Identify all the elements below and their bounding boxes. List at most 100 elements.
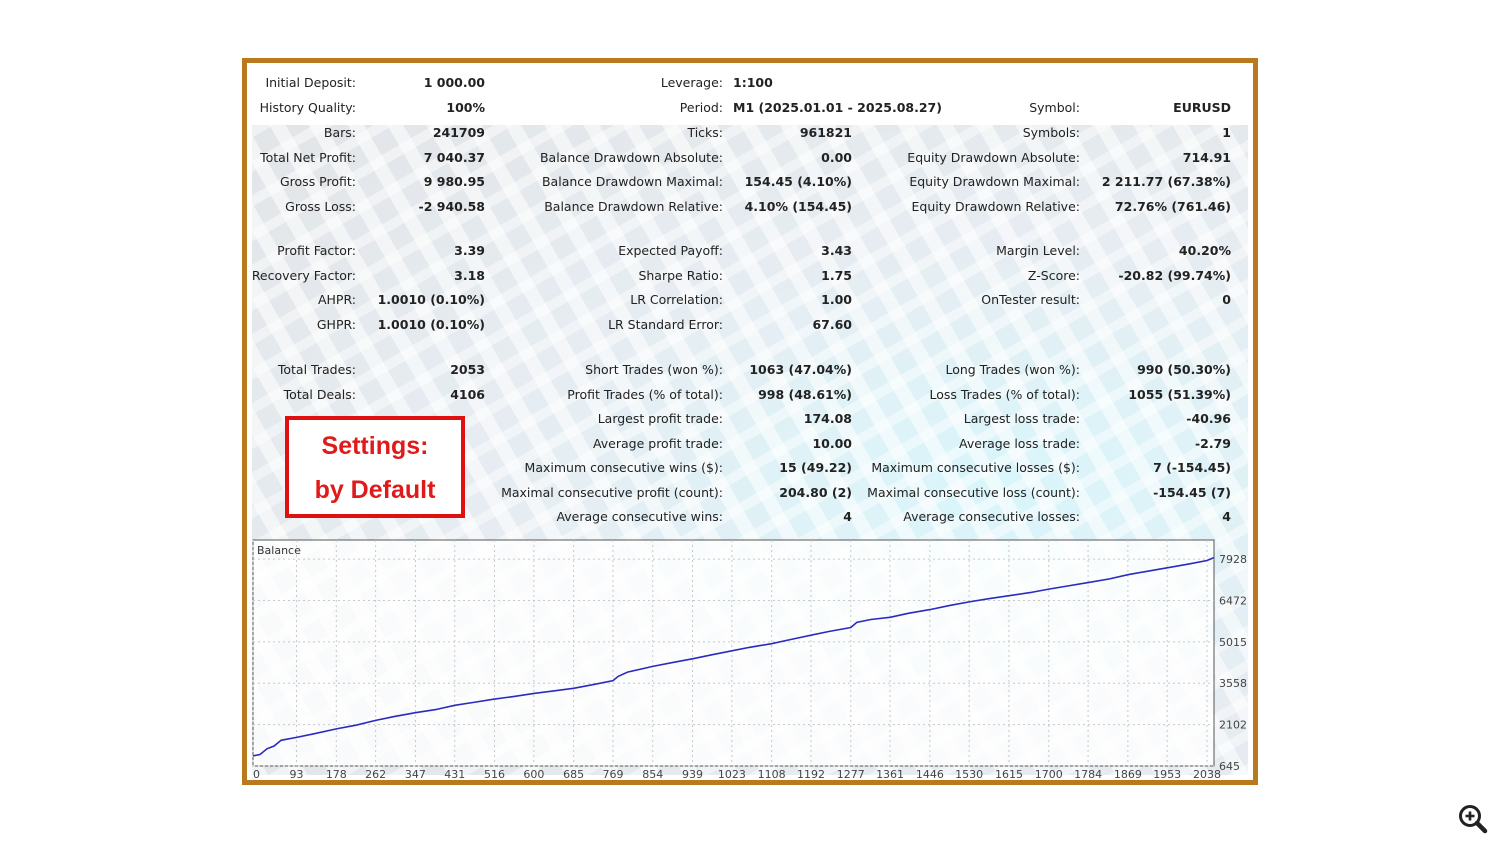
symbol-label: Symbol: bbox=[1029, 100, 1080, 115]
chart-x-tick-label: 178 bbox=[326, 768, 347, 778]
stat-label: Total Net Profit: bbox=[260, 150, 356, 165]
header-label: History Quality: bbox=[259, 100, 356, 115]
stat-value: 998 (48.61%) bbox=[758, 387, 852, 402]
chart-y-tick-label: 645 bbox=[1219, 760, 1240, 773]
stat-label: Ticks: bbox=[687, 125, 723, 140]
stat-label: Total Deals: bbox=[283, 387, 356, 402]
stat-label: Total Trades: bbox=[277, 362, 356, 377]
chart-x-tick-label: 854 bbox=[642, 768, 663, 778]
stat-value: 4 bbox=[1222, 509, 1231, 524]
chart-x-tick-label: 431 bbox=[444, 768, 465, 778]
settings-note-box: Settings: by Default bbox=[285, 416, 465, 518]
stat-value: 1.75 bbox=[821, 268, 852, 283]
chart-x-tick-label: 2038 bbox=[1193, 768, 1221, 778]
header-label: Initial Deposit: bbox=[265, 75, 356, 90]
stat-value: 3.39 bbox=[454, 243, 485, 258]
stat-value: 1.0010 (0.10%) bbox=[377, 317, 485, 332]
chart-x-tick-label: 347 bbox=[405, 768, 426, 778]
stat-label: Average profit trade: bbox=[592, 436, 723, 451]
stat-value: 714.91 bbox=[1182, 150, 1231, 165]
chart-y-tick-label: 6472 bbox=[1219, 594, 1247, 607]
chart-x-tick-label: 0 bbox=[253, 768, 260, 778]
chart-x-tick-label: 1615 bbox=[995, 768, 1023, 778]
chart-x-tick-label: 262 bbox=[365, 768, 386, 778]
stat-label: GHPR: bbox=[316, 317, 356, 332]
stat-value: 7 040.37 bbox=[423, 150, 485, 165]
chart-x-tick-label: 1530 bbox=[955, 768, 983, 778]
stat-label: Sharpe Ratio: bbox=[638, 268, 723, 283]
stat-value: 174.08 bbox=[803, 411, 852, 426]
stat-value: 204.80 (2) bbox=[779, 485, 852, 500]
stat-label: Maximum consecutive wins ($): bbox=[524, 460, 723, 475]
header-value: 100% bbox=[446, 100, 485, 115]
stat-label: Average consecutive losses: bbox=[903, 509, 1080, 524]
stat-label: LR Correlation: bbox=[630, 292, 723, 307]
stat-value: 2053 bbox=[450, 362, 485, 377]
zoom-in-icon[interactable] bbox=[1456, 802, 1490, 836]
stat-label: Equity Drawdown Absolute: bbox=[907, 150, 1080, 165]
stat-label: Gross Profit: bbox=[279, 174, 356, 189]
stat-value: -40.96 bbox=[1186, 411, 1231, 426]
stat-value: 1.0010 (0.10%) bbox=[377, 292, 485, 307]
stat-label: Average loss trade: bbox=[959, 436, 1080, 451]
stat-value: 4.10% (154.45) bbox=[744, 199, 852, 214]
stat-label: Maximal consecutive profit (count): bbox=[501, 485, 723, 500]
stat-value: 961821 bbox=[799, 125, 852, 140]
stat-value: -154.45 (7) bbox=[1153, 485, 1231, 500]
stat-label: OnTester result: bbox=[981, 292, 1080, 307]
stat-label: Maximal consecutive loss (count): bbox=[867, 485, 1080, 500]
stat-value: 4 bbox=[843, 509, 852, 524]
chart-title: Balance bbox=[257, 544, 301, 557]
stat-value: 10.00 bbox=[812, 436, 852, 451]
chart-x-tick-label: 1277 bbox=[837, 768, 865, 778]
stat-label: Maximum consecutive losses ($): bbox=[871, 460, 1080, 475]
stat-value: 67.60 bbox=[812, 317, 852, 332]
stat-label: Symbols: bbox=[1022, 125, 1080, 140]
chart-x-tick-label: 769 bbox=[602, 768, 623, 778]
chart-x-tick-label: 516 bbox=[484, 768, 505, 778]
stat-value: 1055 (51.39%) bbox=[1128, 387, 1231, 402]
stat-label: Profit Factor: bbox=[277, 243, 356, 258]
chart-x-tick-label: 600 bbox=[523, 768, 544, 778]
stat-label: Recovery Factor: bbox=[251, 268, 356, 283]
chart-x-tick-label: 1784 bbox=[1074, 768, 1102, 778]
stat-label: Expected Payoff: bbox=[618, 243, 723, 258]
chart-x-tick-label: 1700 bbox=[1035, 768, 1063, 778]
stat-label: Balance Drawdown Maximal: bbox=[541, 174, 723, 189]
chart-x-tick-label: 1361 bbox=[876, 768, 904, 778]
stat-value: 4106 bbox=[450, 387, 485, 402]
symbol-value: EURUSD bbox=[1173, 100, 1231, 115]
stat-label: Balance Drawdown Absolute: bbox=[539, 150, 723, 165]
leverage-value: 1:100 bbox=[733, 75, 773, 90]
stat-value: 3.43 bbox=[821, 243, 852, 258]
chart-y-tick-label: 2102 bbox=[1219, 719, 1247, 732]
stat-value: -20.82 (99.74%) bbox=[1118, 268, 1231, 283]
stat-value: 1.00 bbox=[821, 292, 852, 307]
stat-label: AHPR: bbox=[317, 292, 356, 307]
chart-x-tick-label: 1108 bbox=[758, 768, 786, 778]
chart-y-tick-label: 7928 bbox=[1219, 553, 1247, 566]
stat-value: 241709 bbox=[432, 125, 485, 140]
stat-label: Z-Score: bbox=[1027, 268, 1080, 283]
balance-series-line bbox=[252, 556, 1215, 757]
chart-y-tick-label: 3558 bbox=[1219, 677, 1247, 690]
chart-x-tick-label: 1023 bbox=[718, 768, 746, 778]
chart-plot-area bbox=[252, 539, 1215, 767]
leverage-label: Leverage: bbox=[660, 75, 723, 90]
stat-value: 1063 (47.04%) bbox=[749, 362, 852, 377]
chart-x-tick-label: 1192 bbox=[797, 768, 825, 778]
stat-value: 154.45 (4.10%) bbox=[744, 174, 852, 189]
stat-label: Long Trades (won %): bbox=[945, 362, 1080, 377]
chart-x-tick-label: 1446 bbox=[916, 768, 944, 778]
chart-x-tick-label: 93 bbox=[290, 768, 304, 778]
chart-x-tick-label: 685 bbox=[563, 768, 584, 778]
stat-value: 1 bbox=[1222, 125, 1231, 140]
stat-label: Largest profit trade: bbox=[597, 411, 723, 426]
stat-label: Balance Drawdown Relative: bbox=[544, 199, 723, 214]
stat-value: 0.00 bbox=[821, 150, 852, 165]
period-value: M1 (2025.01.01 - 2025.08.27) bbox=[733, 100, 942, 115]
stat-label: Bars: bbox=[323, 125, 356, 140]
stat-label: Gross Loss: bbox=[285, 199, 356, 214]
stat-value: 990 (50.30%) bbox=[1137, 362, 1231, 377]
stat-label: Average consecutive wins: bbox=[556, 509, 723, 524]
